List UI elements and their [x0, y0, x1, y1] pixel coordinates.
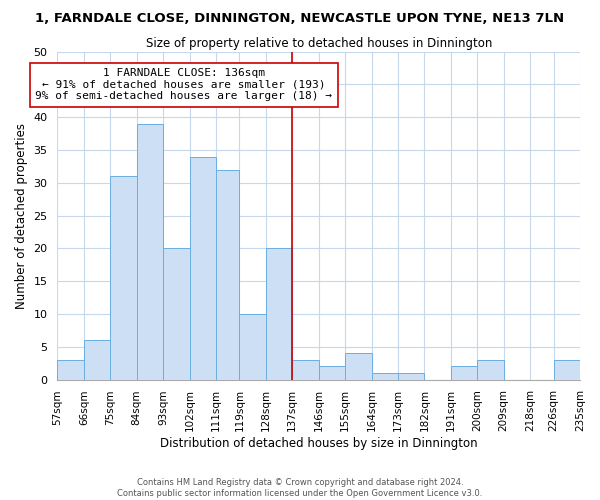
Bar [163, 248, 190, 380]
Bar [190, 156, 216, 380]
Text: 1 FARNDALE CLOSE: 136sqm
← 91% of detached houses are smaller (193)
9% of semi-d: 1 FARNDALE CLOSE: 136sqm ← 91% of detach… [35, 68, 332, 102]
Bar [137, 124, 163, 380]
Bar [554, 360, 580, 380]
Bar [110, 176, 137, 380]
Bar [216, 170, 239, 380]
Bar [451, 366, 477, 380]
Bar [345, 354, 371, 380]
Bar [58, 360, 84, 380]
Bar [292, 360, 319, 380]
Title: Size of property relative to detached houses in Dinnington: Size of property relative to detached ho… [146, 38, 492, 51]
Bar [319, 366, 345, 380]
Text: Contains HM Land Registry data © Crown copyright and database right 2024.
Contai: Contains HM Land Registry data © Crown c… [118, 478, 482, 498]
X-axis label: Distribution of detached houses by size in Dinnington: Distribution of detached houses by size … [160, 437, 478, 450]
Bar [477, 360, 503, 380]
Bar [398, 373, 424, 380]
Bar [266, 248, 292, 380]
Bar [239, 314, 266, 380]
Text: 1, FARNDALE CLOSE, DINNINGTON, NEWCASTLE UPON TYNE, NE13 7LN: 1, FARNDALE CLOSE, DINNINGTON, NEWCASTLE… [35, 12, 565, 26]
Y-axis label: Number of detached properties: Number of detached properties [15, 122, 28, 308]
Bar [84, 340, 110, 380]
Bar [371, 373, 398, 380]
